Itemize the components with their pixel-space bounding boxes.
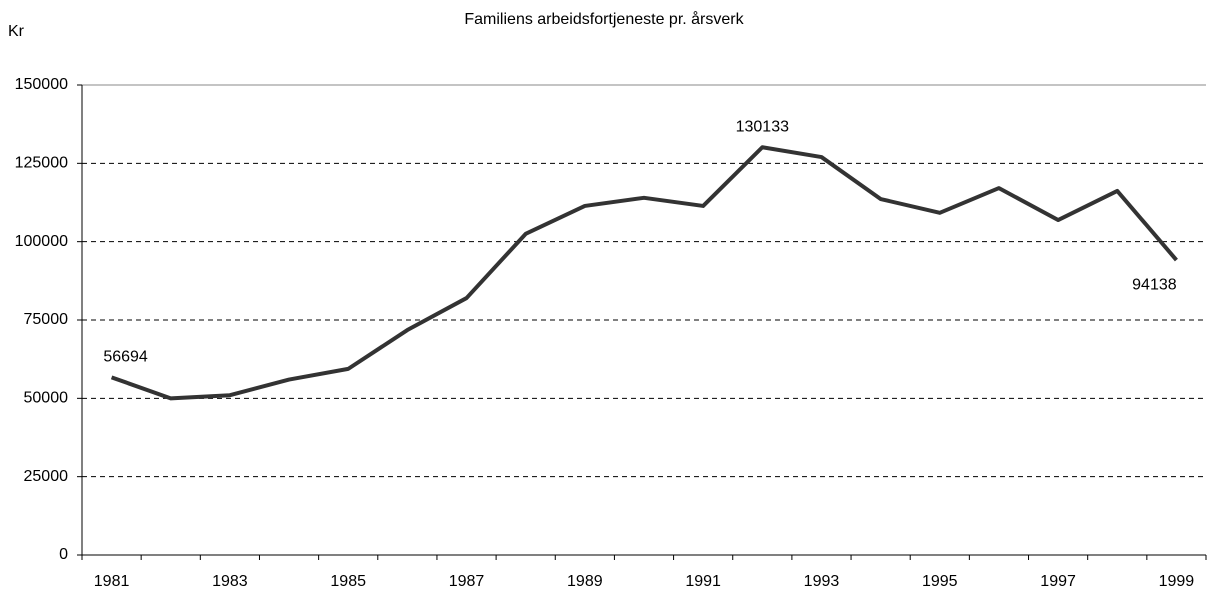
x-tick-label: 1999 bbox=[1159, 573, 1195, 590]
x-tick-label: 1985 bbox=[330, 573, 366, 590]
x-tick-label: 1991 bbox=[685, 573, 721, 590]
y-tick-label: 25000 bbox=[24, 468, 69, 485]
x-tick-label: 1981 bbox=[94, 573, 130, 590]
y-tick-label: 100000 bbox=[15, 233, 68, 250]
y-tick-label: 50000 bbox=[24, 390, 69, 407]
data-label: 94138 bbox=[1132, 276, 1177, 293]
x-tick-label: 1993 bbox=[804, 573, 840, 590]
x-tick-label: 1989 bbox=[567, 573, 603, 590]
y-tick-label: 75000 bbox=[24, 311, 69, 328]
line bbox=[110, 145, 1178, 401]
x-tick-label: 1995 bbox=[922, 573, 958, 590]
x-tick-label: 1987 bbox=[449, 573, 485, 590]
data-label: 56694 bbox=[103, 349, 148, 366]
y-tick-label: 150000 bbox=[15, 76, 68, 93]
chart-title: Familiens arbeidsfortjeneste pr. årsverk bbox=[464, 10, 744, 28]
y-axis-label: Kr bbox=[8, 23, 25, 40]
x-tick-label: 1983 bbox=[212, 573, 248, 590]
data-label: 130133 bbox=[736, 118, 789, 135]
y-tick-label: 0 bbox=[59, 546, 68, 563]
y-tick-label: 125000 bbox=[15, 155, 68, 172]
x-tick-label: 1997 bbox=[1040, 573, 1076, 590]
